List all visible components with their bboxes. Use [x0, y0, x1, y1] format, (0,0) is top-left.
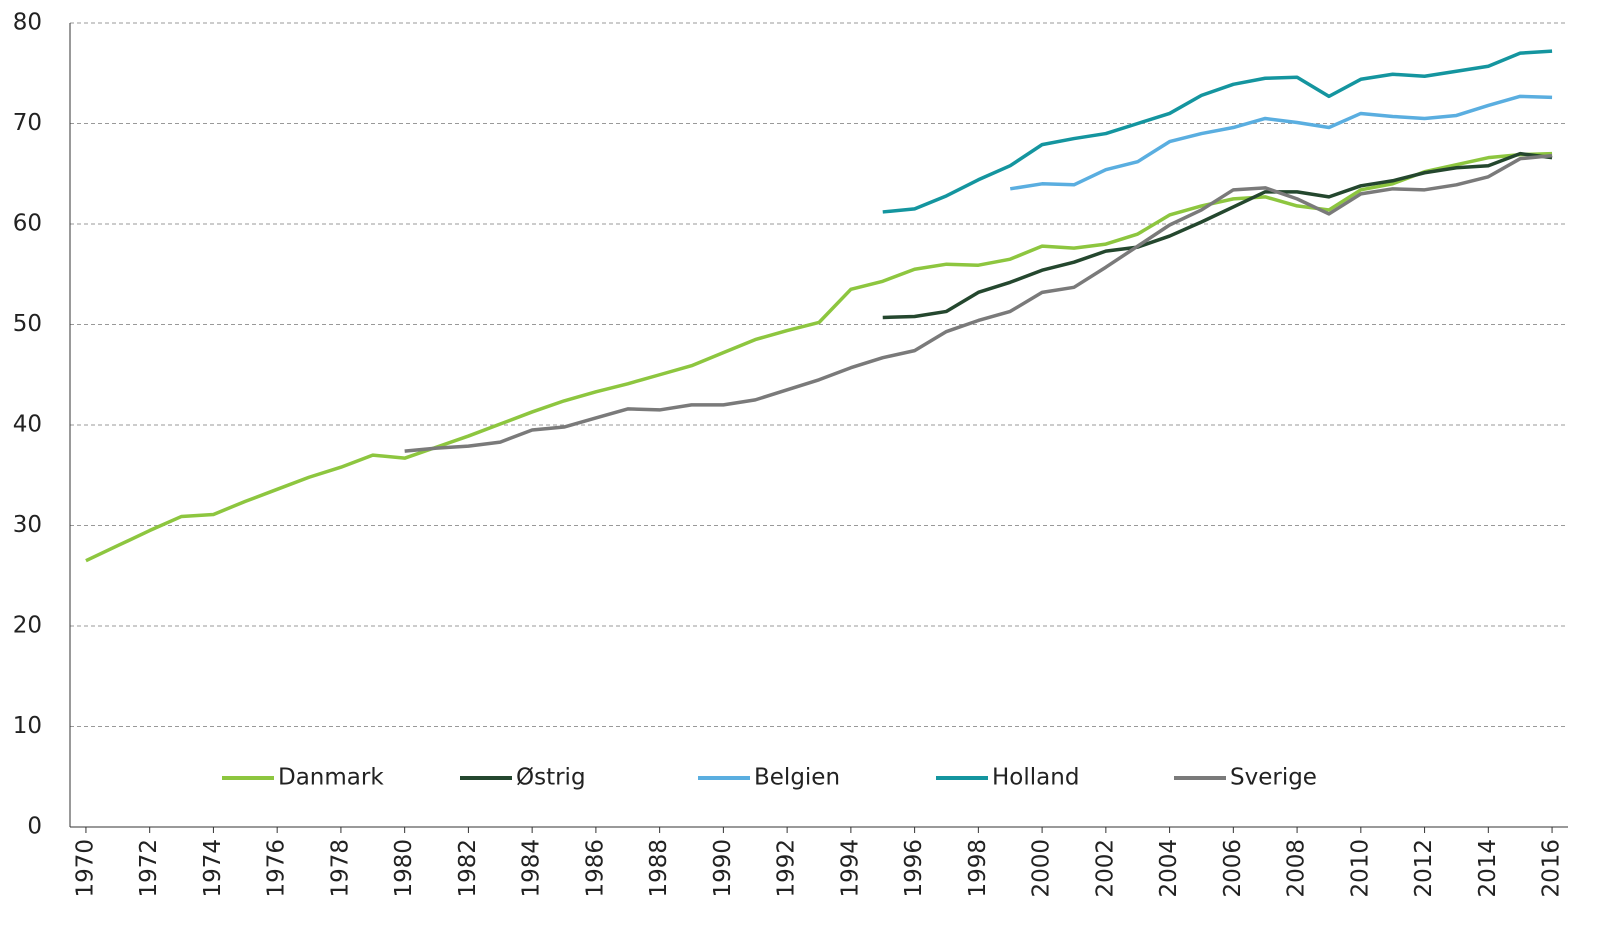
x-tick-label: 2008: [1284, 839, 1310, 898]
y-tick-label: 70: [13, 110, 42, 136]
legend-label: Danmark: [278, 765, 384, 791]
y-tick-label: 30: [13, 512, 42, 538]
x-tick-label: 1980: [391, 839, 417, 898]
y-tick-label: 50: [13, 311, 42, 337]
legend-label: Østrig: [516, 765, 586, 791]
x-tick-label: 2002: [1092, 839, 1118, 898]
y-tick-label: 0: [27, 814, 42, 840]
x-tick-label: 2006: [1220, 839, 1246, 898]
y-tick-label: 10: [13, 713, 42, 739]
series-line: [404, 153, 1553, 453]
x-tick-label: 1986: [582, 839, 608, 898]
x-tick-label: 2000: [1029, 839, 1055, 898]
x-tick-label: 1970: [72, 839, 98, 898]
x-tick-label: 1998: [965, 839, 991, 898]
legend-label: Belgien: [754, 765, 840, 791]
series-line: [882, 49, 1553, 214]
x-tick-label: 1990: [710, 839, 736, 898]
x-tick-label: 1972: [136, 839, 162, 898]
y-tick-label: 20: [13, 613, 42, 639]
x-tick-label: 1994: [837, 839, 863, 898]
x-tick-label: 1976: [264, 839, 290, 898]
x-tick-label: 2016: [1539, 839, 1565, 898]
x-tick-label: 1984: [519, 839, 545, 898]
x-tick-label: 2014: [1475, 839, 1501, 898]
x-tick-label: 2004: [1156, 839, 1182, 898]
y-tick-label: 40: [13, 412, 42, 438]
x-tick-label: 1992: [774, 839, 800, 898]
y-tick-label: 60: [13, 211, 42, 237]
x-tick-label: 1974: [200, 839, 226, 898]
legend-label: Sverige: [1230, 765, 1317, 791]
x-tick-label: 2010: [1347, 839, 1373, 898]
x-tick-label: 1982: [455, 839, 481, 898]
series-line: [882, 151, 1553, 320]
x-tick-label: 2012: [1411, 839, 1437, 898]
x-tick-label: 1988: [646, 839, 672, 898]
x-tick-label: 1996: [901, 839, 927, 898]
legend-label: Holland: [992, 765, 1079, 791]
x-tick-label: 1978: [327, 839, 353, 898]
series-line: [1009, 94, 1553, 191]
series-line: [85, 151, 1553, 563]
y-tick-label: 80: [13, 10, 42, 36]
